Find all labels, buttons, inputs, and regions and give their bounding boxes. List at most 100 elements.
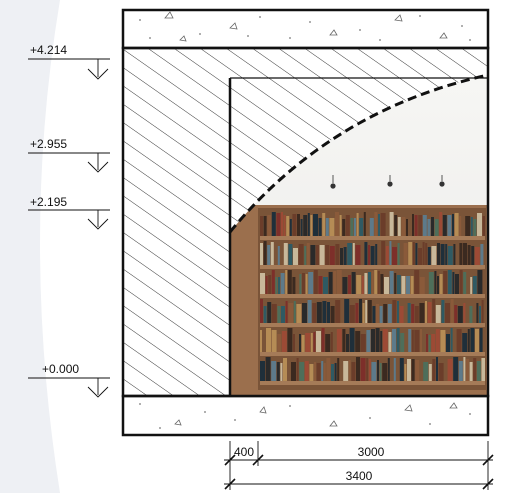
book-spine	[463, 357, 466, 381]
book-spine	[407, 303, 411, 323]
book-spine	[313, 270, 318, 294]
book-spine	[463, 243, 467, 265]
book-spine	[418, 215, 423, 236]
book-spine	[447, 215, 452, 236]
book-spine	[399, 306, 404, 323]
level-marker-floor: +0.000	[28, 362, 110, 398]
book-spine	[351, 362, 356, 381]
book-spine	[437, 243, 440, 265]
book-spine	[374, 212, 378, 236]
vault-strip	[230, 48, 488, 78]
book-spine	[351, 272, 356, 294]
book-spine	[410, 276, 414, 294]
book-spine	[463, 303, 466, 323]
book-spine	[427, 219, 431, 236]
book-spine	[384, 277, 389, 294]
book-spine	[330, 306, 335, 323]
book-spine	[277, 334, 282, 352]
book-spine	[283, 243, 288, 265]
book-spine	[281, 212, 283, 236]
book-spine	[342, 329, 346, 352]
book-spine	[361, 276, 364, 294]
book-spine	[267, 302, 272, 323]
book-spine	[472, 276, 477, 294]
book-spine	[364, 273, 368, 294]
book-spine	[355, 245, 361, 265]
book-spine	[375, 244, 378, 265]
book-spine	[275, 277, 278, 294]
level-label-top: +4.214	[30, 43, 67, 57]
book-spine	[267, 245, 271, 265]
book-spine	[407, 359, 411, 381]
book-spine	[310, 333, 313, 352]
book-spine	[305, 274, 308, 294]
book-spine	[354, 218, 356, 236]
book-spine	[435, 329, 440, 352]
bookshelf-board	[260, 236, 485, 240]
book-spine	[441, 300, 445, 323]
book-spine	[296, 304, 302, 323]
book-spine	[470, 328, 475, 352]
book-spine	[440, 330, 446, 352]
book-spine	[366, 330, 371, 352]
book-spine	[408, 329, 412, 352]
book-spine	[337, 358, 340, 381]
book-spine	[260, 243, 263, 265]
book-spine	[303, 215, 308, 236]
book-spine	[456, 329, 462, 352]
book-spine	[401, 276, 406, 294]
book-spine	[349, 305, 355, 323]
book-spine	[426, 334, 428, 352]
book-spine	[396, 275, 401, 294]
book-spine	[292, 214, 297, 236]
book-spine	[369, 218, 374, 236]
book-spine	[325, 334, 331, 352]
book-spine	[439, 274, 443, 294]
book-spine	[372, 306, 376, 323]
book-spine	[415, 360, 420, 381]
book-spine	[335, 300, 341, 323]
level-marker-upper: +2.955	[28, 137, 110, 173]
top-slab	[121, 8, 490, 50]
book-spine	[293, 334, 295, 352]
book-spine	[287, 328, 293, 352]
bookshelf-board	[260, 381, 485, 385]
book-spine	[380, 274, 384, 294]
book-spine	[300, 219, 303, 236]
book-spine	[406, 219, 408, 236]
book-spine	[342, 277, 348, 294]
book-spine	[477, 213, 482, 236]
book-spine	[316, 245, 319, 265]
book-spine	[299, 334, 301, 352]
book-spine	[450, 299, 454, 323]
book-spine	[281, 306, 285, 323]
book-spine	[422, 242, 425, 265]
bookshelf-board	[260, 352, 485, 356]
dimension-wall: 400	[234, 445, 254, 459]
book-spine	[276, 362, 280, 381]
book-spine	[368, 359, 371, 381]
book-spine	[260, 273, 265, 294]
book-spine	[482, 216, 485, 236]
book-spine	[355, 331, 361, 352]
book-spine	[302, 273, 305, 294]
book-spine	[263, 306, 267, 323]
vault-fill	[230, 75, 488, 232]
book-spine	[397, 301, 399, 323]
book-spine	[308, 272, 314, 294]
book-spine	[439, 212, 443, 236]
book-spine	[423, 362, 429, 381]
book-spine	[330, 332, 333, 352]
book-spine	[301, 335, 305, 352]
book-spine	[297, 214, 300, 236]
book-spine	[271, 212, 276, 236]
book-spine	[306, 243, 310, 265]
book-spine	[283, 215, 286, 236]
book-spine	[476, 303, 479, 323]
book-spine	[414, 306, 419, 323]
book-spine	[345, 215, 350, 236]
bookshelf-board	[260, 265, 485, 269]
book-spine	[397, 217, 401, 236]
book-spine	[318, 218, 322, 236]
book-spine	[459, 216, 462, 236]
